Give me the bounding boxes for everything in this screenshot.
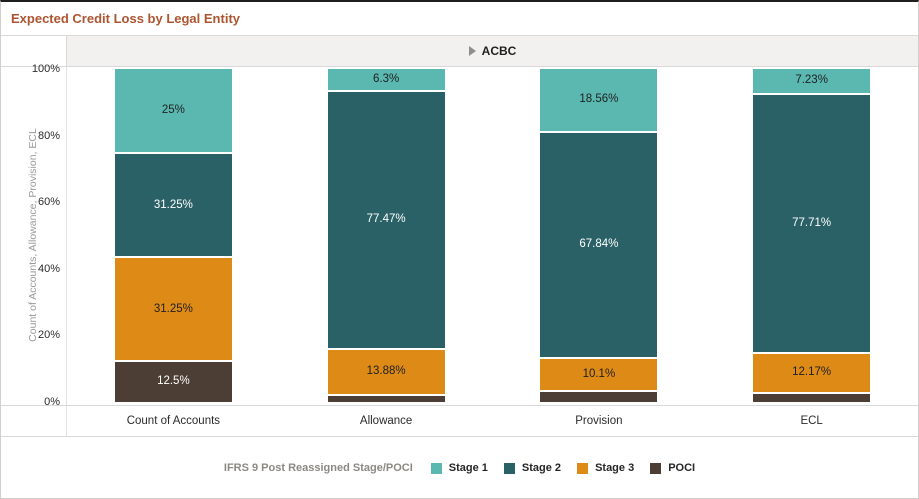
data-label: 25% (161, 103, 185, 116)
stacked-bar-provision: 18.56% 67.84% 10.1% (540, 69, 658, 402)
x-axis-corner-cell (1, 406, 67, 436)
legend-label: Stage 2 (521, 462, 562, 474)
data-label: 31.25% (153, 198, 193, 211)
data-label: 6.3% (373, 72, 400, 85)
y-axis: Count of Accounts, Allowance, Provision,… (1, 63, 67, 408)
legend-label: Stage 3 (595, 462, 635, 474)
expander-arrow-icon[interactable] (468, 46, 476, 56)
bar-segment-stage-1-ecl[interactable]: 7.23% (753, 69, 871, 94)
data-label: 12.5% (157, 375, 190, 388)
data-label: 7.23% (795, 74, 828, 87)
y-tick-40-: 40% (37, 262, 60, 275)
data-label: 31.25% (153, 302, 193, 315)
bar-segment-poci-provision[interactable] (540, 390, 658, 402)
x-category-label-count-of-accounts: Count of Accounts (126, 415, 221, 427)
y-axis-ticks: 100% 80% 60% 40% 20% 0% (23, 63, 66, 408)
legend-item-stage-3[interactable]: Stage 3 (577, 462, 634, 474)
bar-cell-allowance: 6.3% 77.47% 13.88% (280, 69, 493, 402)
bar-cell-count-of-accounts: 25% 31.25% 31.25% 12.5% (67, 69, 280, 402)
legend-item-stage-1[interactable]: Stage 1 (430, 462, 488, 474)
bar-cell-ecl: 7.23% 77.71% 12.17% (705, 69, 918, 402)
y-tick-100-: 100% (31, 63, 60, 75)
y-tick-20-: 20% (37, 329, 60, 342)
y-tick-80-: 80% (37, 129, 60, 142)
stacked-bar-ecl: 7.23% 77.71% 12.17% (753, 69, 871, 402)
bar-segment-stage-3-ecl[interactable]: 12.17% (753, 351, 871, 393)
x-category-label-allowance: Allowance (359, 415, 413, 427)
data-label: 18.56% (579, 93, 619, 106)
plot-area: 25% 31.25% 31.25% 12.5% 6.3% 77.47% 13.88% 18.5… (67, 67, 918, 405)
x-axis-labels: Count of Accounts Allowance Provision ECL (67, 406, 918, 436)
legend: IFRS 9 Post Reassigned Stage/POCI Stage … (1, 437, 918, 498)
legend-label: POCI (668, 462, 696, 474)
bar-segment-stage-2-provision[interactable]: 67.84% (540, 130, 658, 357)
data-label: 12.17% (792, 366, 832, 379)
legend-swatch-stage-1 (430, 462, 442, 474)
bar-segment-stage-3-provision[interactable]: 10.1% (540, 356, 658, 391)
stacked-bar-count-of-accounts: 25% 31.25% 31.25% 12.5% (114, 69, 232, 402)
bar-segment-stage-3-allowance[interactable]: 13.88% (327, 347, 445, 395)
bar-segment-stage-2-ecl[interactable]: 77.71% (753, 93, 871, 352)
legal-entity-band: ACBC (67, 36, 918, 66)
legend-items: Stage 1 Stage 2 Stage 3 POCI (430, 462, 695, 474)
data-label: 77.47% (366, 213, 406, 226)
data-label: 77.71% (792, 216, 832, 229)
bar-segment-stage-1-count-of-accounts[interactable]: 25% (114, 69, 232, 153)
title-bar: Expected Credit Loss by Legal Entity (1, 2, 918, 35)
header-corner-cell (1, 36, 67, 66)
legal-entity-header-row: ACBC (1, 35, 918, 67)
bar-segment-poci-allowance[interactable] (327, 394, 445, 402)
data-label: 10.1% (582, 367, 616, 380)
bar-segment-stage-1-provision[interactable]: 18.56% (540, 69, 658, 131)
legend-item-poci[interactable]: POCI (650, 462, 695, 474)
data-label: 67.84% (579, 238, 619, 250)
x-category-label-ecl: ECL (800, 415, 823, 427)
legal-entity-label: ACBC (481, 44, 517, 58)
bar-segment-poci-count-of-accounts[interactable]: 12.5% (114, 360, 232, 402)
legend-swatch-poci (650, 462, 662, 474)
legend-item-stage-2[interactable]: Stage 2 (503, 462, 562, 474)
data-label: 13.88% (366, 365, 406, 378)
stacked-bar-allowance: 6.3% 77.47% 13.88% (327, 69, 445, 402)
y-tick-0-: 0% (44, 396, 60, 408)
bar-segment-poci-ecl[interactable] (753, 392, 871, 402)
page-title: Expected Credit Loss by Legal Entity (11, 11, 240, 26)
bar-segment-stage-2-count-of-accounts[interactable]: 31.25% (114, 152, 232, 257)
bar-segment-stage-1-allowance[interactable]: 6.3% (327, 69, 445, 90)
bar-segment-stage-3-count-of-accounts[interactable]: 31.25% (114, 256, 232, 361)
legend-label: Stage 1 (448, 462, 488, 474)
chart-area: Count of Accounts, Allowance, Provision,… (1, 63, 918, 408)
legend-swatch-stage-3 (577, 462, 589, 474)
bar-cell-provision: 18.56% 67.84% 10.1% (493, 69, 706, 402)
x-category-label-provision: Provision (575, 415, 623, 427)
legend-swatch-stage-2 (503, 462, 515, 474)
y-tick-60-: 60% (37, 196, 60, 209)
bar-segment-stage-2-allowance[interactable]: 77.47% (327, 89, 445, 348)
legend-title: IFRS 9 Post Reassigned Stage/POCI (223, 462, 413, 474)
x-axis: Count of Accounts Allowance Provision ECL (1, 405, 918, 437)
